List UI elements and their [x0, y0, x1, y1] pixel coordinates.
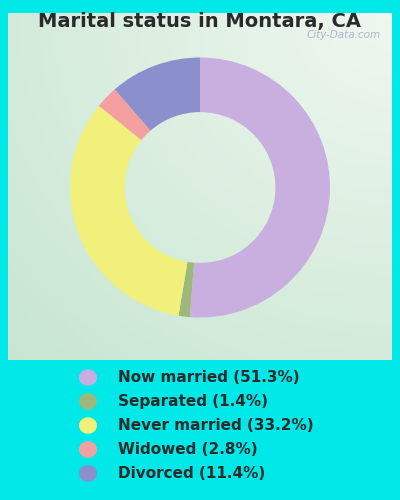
Wedge shape — [70, 106, 188, 316]
Text: Never married (33.2%): Never married (33.2%) — [118, 418, 314, 433]
Circle shape — [80, 370, 96, 385]
Text: Widowed (2.8%): Widowed (2.8%) — [118, 442, 258, 457]
Circle shape — [80, 394, 96, 409]
Wedge shape — [190, 58, 330, 318]
Text: City-Data.com: City-Data.com — [306, 30, 380, 40]
Text: Now married (51.3%): Now married (51.3%) — [118, 370, 300, 385]
Circle shape — [80, 442, 96, 457]
Circle shape — [80, 466, 96, 481]
Text: Separated (1.4%): Separated (1.4%) — [118, 394, 268, 409]
Wedge shape — [115, 58, 200, 130]
Text: Marital status in Montara, CA: Marital status in Montara, CA — [38, 12, 362, 32]
Wedge shape — [99, 90, 150, 140]
Text: Divorced (11.4%): Divorced (11.4%) — [118, 466, 265, 481]
Wedge shape — [178, 262, 194, 317]
Circle shape — [80, 418, 96, 433]
